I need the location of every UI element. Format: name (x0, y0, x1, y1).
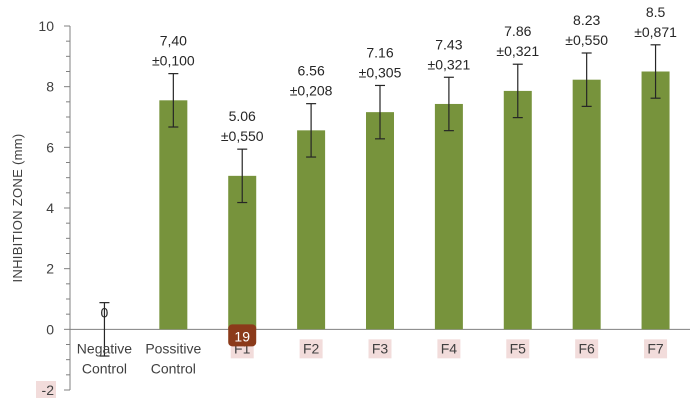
data-label: 7.16 (366, 44, 393, 60)
data-label: ±0,208 (290, 83, 333, 99)
category-label: F4 (441, 340, 458, 356)
y-tick-label: 2 (46, 261, 54, 277)
data-label: ±0,100 (152, 53, 195, 69)
data-label: ±0,305 (359, 64, 402, 80)
y-tick-label: -2 (42, 382, 55, 398)
category-label: F5 (510, 340, 527, 356)
label-layer: 0 Negative Control 7,40 ±0,100 Possitive Contr… (77, 4, 677, 377)
data-label: 8.5 (646, 4, 666, 20)
y-axis-title: INHIBITION ZONE (mm) (10, 134, 25, 283)
bar (366, 112, 394, 330)
data-label: ±0,321 (496, 43, 539, 59)
data-label: ±0,321 (428, 56, 471, 72)
y-tick-label-highlight (36, 381, 56, 398)
category-label-highlight (506, 339, 530, 359)
y-tick-label: 0 (46, 321, 54, 337)
data-label: ±0,871 (634, 24, 677, 40)
bar (297, 130, 326, 330)
y-tick-label: 10 (38, 18, 54, 34)
category-label-highlight (299, 339, 323, 359)
data-label: 7.43 (435, 36, 462, 52)
category-label: Control (151, 360, 196, 376)
bar (641, 71, 670, 330)
data-label: 7.86 (504, 23, 531, 39)
bar (572, 79, 601, 330)
data-label: 5.06 (229, 108, 256, 124)
data-label: ±0,550 (221, 128, 264, 144)
badge-label: 19 (234, 328, 250, 344)
category-label: Possitive (145, 340, 201, 356)
data-label: ±0,550 (565, 32, 608, 48)
data-label: 7,40 (160, 33, 187, 49)
data-label: 6.56 (297, 63, 324, 79)
axis-layer: -2 0 2 4 6 8 10 (36, 18, 690, 398)
data-label: 0 (101, 304, 109, 320)
badge (228, 324, 257, 347)
bar (159, 100, 188, 330)
category-label: F3 (372, 340, 389, 356)
category-label-highlight (437, 339, 461, 359)
bar (503, 90, 532, 330)
category-label: F2 (303, 340, 320, 356)
category-label-highlight (368, 339, 392, 359)
category-label: Control (82, 360, 127, 376)
category-label-highlight (644, 339, 668, 359)
bar-layer (99, 44, 670, 357)
data-label: 8.23 (573, 12, 600, 28)
y-tick-label: 4 (46, 200, 54, 216)
category-label: F7 (647, 340, 664, 356)
category-label: F6 (578, 340, 595, 356)
bar (434, 103, 463, 330)
y-tick-label: 6 (46, 139, 54, 155)
category-label: Negative (77, 340, 132, 356)
category-label-highlight (575, 339, 599, 359)
y-tick-label: 8 (46, 79, 54, 95)
